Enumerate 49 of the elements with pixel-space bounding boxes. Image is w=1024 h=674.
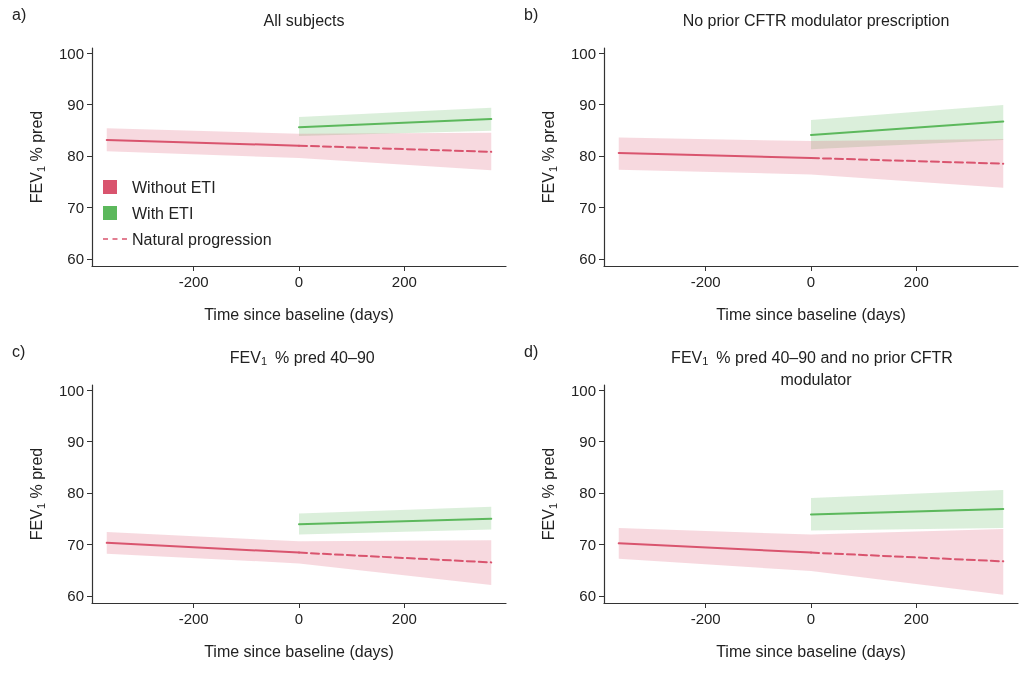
y-tick-label: 90: [579, 433, 596, 451]
text: a): [12, 5, 27, 23]
x-tick-label: -200: [178, 610, 209, 627]
x-axis-title: Time since baseline (days): [716, 642, 906, 660]
y-tick-label: 60: [67, 250, 84, 268]
y-tick-label: 90: [67, 433, 84, 451]
text: b): [524, 5, 539, 23]
chart-title: No prior CFTR modulator prescription: [682, 11, 950, 29]
y-tick-label: 100: [570, 44, 596, 62]
x-axis-title: Time since baseline (days): [716, 305, 906, 323]
y-axis-title: FEV1 % pred: [540, 447, 559, 541]
x-tick-label: 200: [903, 273, 929, 290]
x-axis-title: Time since baseline (days): [204, 305, 394, 323]
text: c): [12, 342, 26, 360]
legend-label: Natural progression: [132, 230, 272, 248]
y-axis-title: FEV1 % pred: [28, 447, 47, 541]
legend-label: Without ETI: [132, 178, 216, 196]
y-tick-label: 90: [579, 96, 596, 114]
y-tick-label: 70: [67, 535, 84, 553]
y-tick-label: 70: [579, 198, 596, 216]
y-tick-label: 60: [67, 587, 84, 605]
y-tick-label: 90: [67, 96, 84, 114]
y-tick-label: 80: [579, 147, 596, 165]
y-tick-label: 70: [67, 198, 84, 216]
x-tick-label: 0: [294, 273, 304, 290]
legend-label: With ETI: [132, 204, 194, 222]
y-axis-title: FEV1 % pred: [540, 110, 559, 204]
x-tick-label: 0: [806, 610, 816, 627]
text: d): [524, 342, 539, 360]
y-axis-title: FEV1 % pred: [28, 110, 47, 204]
x-axis-title: Time since baseline (days): [204, 642, 394, 660]
y-tick-label: 60: [579, 587, 596, 605]
y-tick-label: 70: [579, 535, 596, 553]
y-tick-label: 80: [67, 147, 84, 165]
x-tick-label: -200: [178, 273, 209, 290]
chart-title: All subjects: [263, 11, 345, 29]
y-tick-label: 100: [58, 381, 84, 399]
x-tick-label: 200: [903, 610, 929, 627]
x-tick-label: 0: [806, 273, 816, 290]
x-tick-label: 200: [391, 610, 417, 627]
y-tick-label: 80: [579, 484, 596, 502]
y-tick-label: 100: [570, 381, 596, 399]
y-tick-label: 80: [67, 484, 84, 502]
x-tick-label: -200: [690, 273, 721, 290]
x-tick-label: 0: [294, 610, 304, 627]
y-tick-label: 60: [579, 250, 596, 268]
x-tick-label: -200: [690, 610, 721, 627]
y-tick-label: 100: [58, 44, 84, 62]
x-tick-label: 200: [391, 273, 417, 290]
